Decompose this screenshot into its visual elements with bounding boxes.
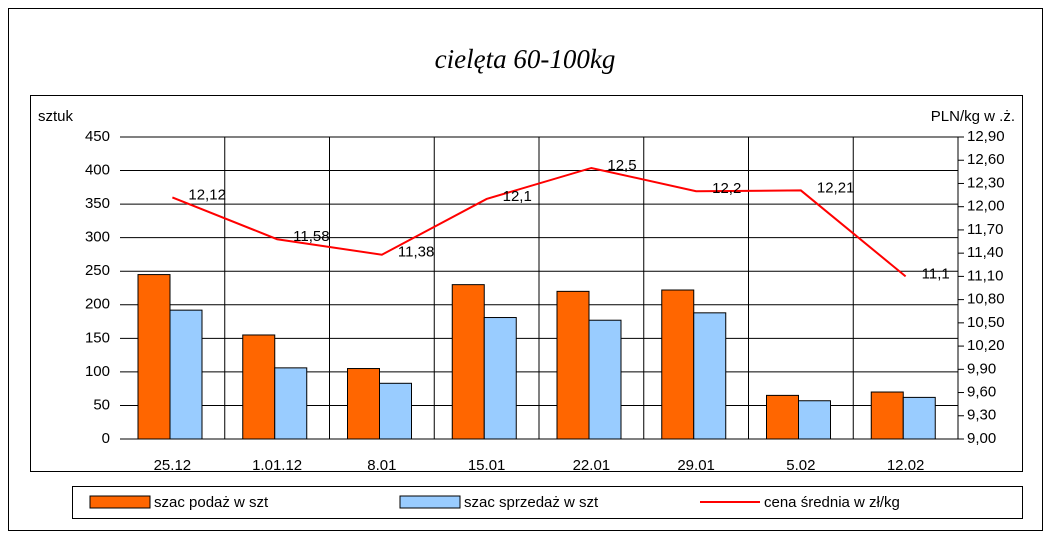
data-label: 12,2 — [712, 180, 741, 197]
plot-frame — [30, 95, 1023, 472]
x-tick-label: 29.01 — [677, 457, 715, 474]
y2-tick-label: 9,30 — [967, 407, 996, 424]
bar — [379, 382, 412, 440]
bar — [556, 290, 590, 440]
x-tick-label: 22.01 — [573, 457, 611, 474]
x-tick-label: 8.01 — [367, 457, 396, 474]
y2-tick-label: 9,60 — [967, 384, 996, 401]
y2-axis-label: PLN/kg w .ż. — [931, 108, 1015, 125]
data-label: 12,12 — [188, 186, 226, 203]
data-label: 12,1 — [503, 188, 532, 205]
data-label: 12,5 — [607, 157, 636, 174]
y-tick-label: 0 — [102, 430, 110, 447]
y2-tick-label: 9,90 — [967, 360, 996, 377]
bar — [242, 334, 276, 440]
legend-label: szac podaż w szt — [154, 494, 269, 511]
bar — [274, 367, 308, 440]
bar — [766, 394, 799, 440]
x-tick-label: 1.01.12 — [252, 457, 302, 474]
y2-tick-label: 10,50 — [967, 314, 1005, 331]
y-tick-label: 350 — [85, 195, 110, 212]
y-tick-label: 400 — [85, 162, 110, 179]
data-label: 11,38 — [398, 244, 434, 261]
legend — [72, 486, 1023, 519]
y2-tick-label: 10,80 — [967, 291, 1005, 308]
y2-tick-label: 12,90 — [967, 128, 1005, 145]
bar — [902, 396, 936, 440]
legend-label: cena średnia w zł/kg — [764, 494, 900, 511]
bar — [169, 309, 203, 440]
data-label: 11,58 — [293, 228, 329, 245]
bar — [870, 391, 904, 440]
y-tick-label: 300 — [85, 229, 110, 246]
y2-tick-label: 12,30 — [967, 174, 1005, 191]
y-tick-label: 150 — [85, 329, 110, 346]
legend-swatch — [399, 495, 461, 509]
bar — [588, 319, 622, 440]
bar — [483, 317, 517, 440]
y-tick-label: 200 — [85, 296, 110, 313]
x-tick-label: 25.12 — [154, 457, 192, 474]
line — [172, 166, 907, 278]
chart-title: cielęta 60-100kg — [435, 44, 616, 74]
y2-tick-label: 11,10 — [967, 267, 1003, 284]
x-tick-label: 12.02 — [887, 457, 925, 474]
y-tick-label: 450 — [85, 128, 110, 145]
x-tick-label: 15.01 — [468, 457, 506, 474]
legend-swatch — [89, 495, 151, 509]
bar — [137, 274, 171, 440]
y2-tick-label: 11,40 — [967, 244, 1003, 261]
y2-tick-label: 12,60 — [967, 151, 1005, 168]
y-axis-label: sztuk — [38, 108, 74, 125]
x-tick-label: 5.02 — [786, 457, 815, 474]
legend-label: szac sprzedaż w szt — [464, 494, 599, 511]
bar — [693, 312, 727, 440]
y2-tick-label: 11,70 — [967, 221, 1003, 238]
bar — [347, 368, 380, 440]
y2-tick-label: 10,20 — [967, 337, 1005, 354]
y2-tick-label: 9,00 — [967, 430, 996, 447]
y-tick-label: 50 — [93, 396, 110, 413]
data-label: 12,21 — [817, 179, 855, 196]
y-tick-label: 100 — [85, 363, 110, 380]
data-label: 11,1 — [922, 265, 950, 282]
y2-tick-label: 12,00 — [967, 198, 1005, 215]
bar — [661, 289, 695, 440]
bar — [798, 400, 831, 440]
bar — [451, 284, 485, 440]
y-tick-label: 250 — [85, 262, 110, 279]
